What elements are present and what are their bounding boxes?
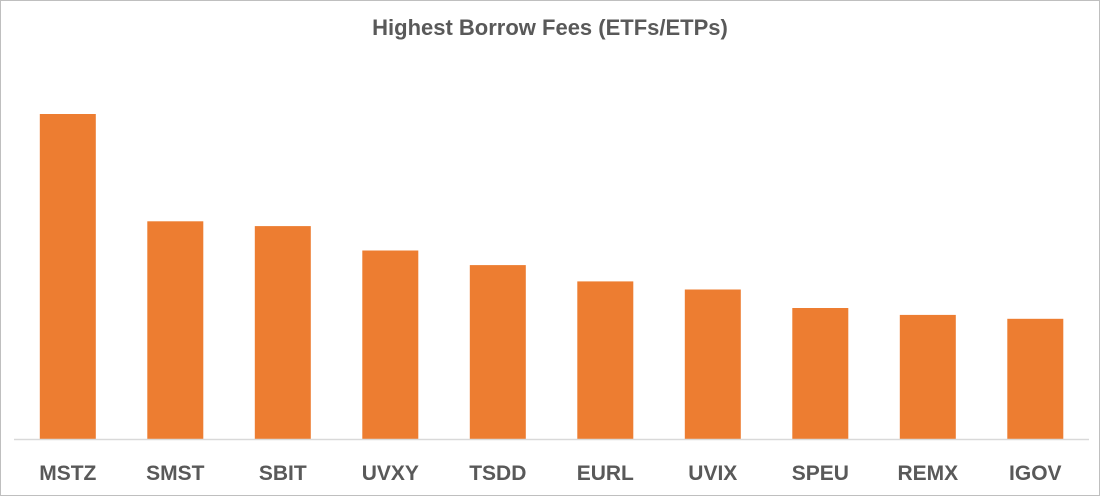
bar-igov [1007,318,1064,440]
x-tick-label-uvxy: UVXY [362,462,419,485]
bar-tsdd [469,265,526,439]
x-tick-label-remx: REMX [897,462,958,485]
bar-eurl [577,281,634,439]
x-tick-label-speu: SPEU [792,462,849,485]
x-tick-labels: MSTZ SMST SBIT UVXY TSDD EURL UVIX SPEU REMX IGOV [39,462,1061,485]
bar-smst [147,221,204,440]
x-tick-label-tsdd: TSDD [469,462,526,485]
chart-title: Highest Borrow Fees (ETFs/ETPs) [372,15,728,40]
bar-remx [899,314,956,440]
bars-group [39,114,1064,440]
x-tick-label-smst: SMST [146,462,205,485]
x-tick-label-igov: IGOV [1009,462,1062,485]
x-tick-label-uvix: UVIX [688,462,737,485]
bar-uvxy [362,250,419,439]
x-tick-label-sbit: SBIT [259,462,307,485]
x-tick-label-eurl: EURL [577,462,634,485]
bar-sbit [254,226,311,439]
bar-speu [792,308,849,439]
bar-uvix [684,289,741,439]
bar-mstz [39,114,96,439]
x-tick-label-mstz: MSTZ [39,462,96,485]
